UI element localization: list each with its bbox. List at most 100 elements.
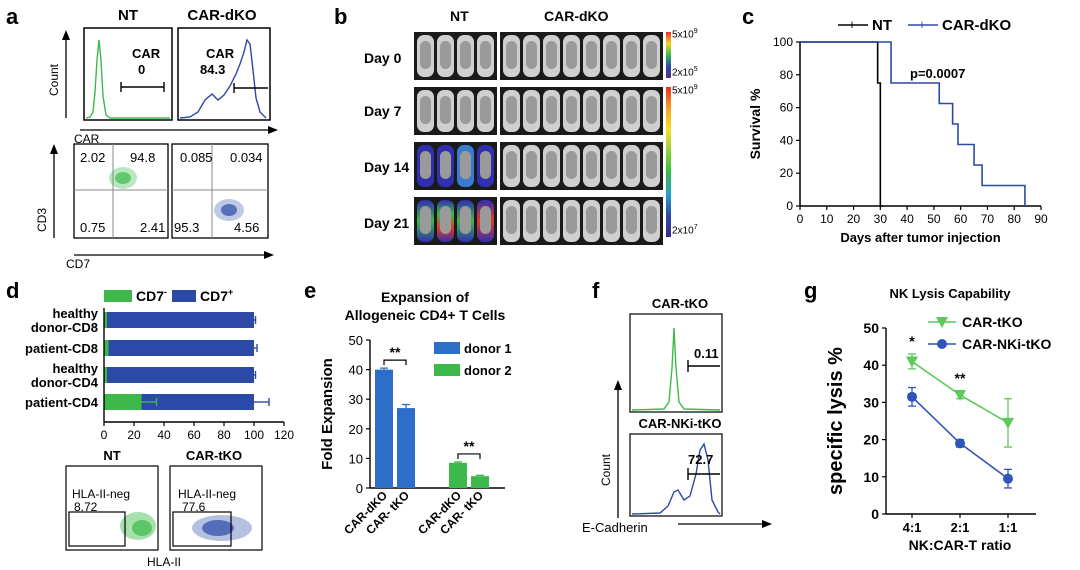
nt-gate-value: 0: [138, 62, 145, 77]
e-sig-bracket: [383, 359, 407, 366]
panel-b: NT CAR-dKO Day 0 Day 7 Day 14 Day 21: [332, 0, 698, 270]
g-legend-car-tko-marker: [936, 317, 948, 328]
g-legend-car-nki-tko-marker: [937, 339, 947, 349]
d-flow-car-value: 77.6: [182, 500, 206, 514]
e-sig-bracket: [457, 453, 481, 459]
panel-a-label: a: [6, 4, 19, 29]
panel-f: CAR-tKO 0.11 CAR-NKi-tKO 72.7 Count E-Ca…: [582, 296, 772, 535]
panel-e-label: e: [304, 278, 317, 303]
e-legend-donor1: donor 1: [464, 341, 512, 356]
g-marker-triangle: [1002, 417, 1014, 429]
c-xlabel: Days after tumor injection: [840, 230, 1000, 245]
e-legend-donor2-swatch: [434, 364, 460, 376]
d-flow-car-frame: [169, 465, 263, 551]
g-legend-car-nki-tko: CAR-NKi-tKO: [962, 336, 1052, 352]
d-legend-cd7pos-swatch: [172, 290, 196, 302]
d-x-tick-label: 20: [127, 428, 141, 442]
colorscale-2: [666, 87, 671, 237]
c-x-tick-label: 70: [981, 212, 995, 226]
nt-quad-ur: 94.8: [130, 150, 155, 165]
nt-quad-ll: 0.75: [80, 220, 105, 235]
day-label-1: Day 7: [364, 103, 402, 119]
f-top-title: CAR-tKO: [652, 296, 708, 311]
g-marker-circle: [1003, 473, 1013, 484]
c-x-tick-label: 80: [1008, 212, 1022, 226]
c-legend-car-marker: +: [918, 17, 926, 32]
d-bar-cd7pos: [107, 367, 254, 383]
c-series-line-car-dko: [800, 41, 1026, 206]
f-top-curve: [631, 327, 721, 411]
g-x-tick-label: 2:1: [951, 520, 970, 535]
nt-image-day7: [414, 87, 497, 135]
c-x-tick-label: 20: [847, 212, 861, 226]
car-histogram-curve: [179, 38, 267, 119]
nt-image-day14: [414, 142, 497, 190]
e-sig-label: **: [390, 344, 401, 360]
e-y-tick-label: 40: [349, 363, 363, 378]
c-ylabel: Survival %: [747, 88, 763, 159]
e-bar: [375, 369, 393, 488]
e-bar: [397, 408, 415, 488]
e-sig-label: **: [464, 438, 475, 454]
e-bar: [471, 476, 489, 488]
e-y-tick-label: 20: [349, 422, 363, 437]
g-x-tick-label: 4:1: [903, 520, 922, 535]
c-x-tick-label: 40: [900, 212, 914, 226]
scale2-bottom: 2x107: [672, 224, 698, 237]
f-y-arrowhead: [614, 380, 622, 390]
g-y-tick-label: 40: [863, 357, 879, 373]
nt-quad-ul: 2.02: [80, 150, 105, 165]
d-x-tick-label: 0: [101, 428, 108, 442]
d-legend-cd7pos: CD7+: [200, 287, 233, 304]
car-quad-ll: 95.3: [174, 220, 199, 235]
g-y-tick-label: 20: [863, 432, 879, 448]
f-bottom-title: CAR-NKi-tKO: [638, 416, 721, 431]
c-x-tick-label: 50: [927, 212, 941, 226]
c-x-tick-label: 60: [954, 212, 968, 226]
d-category-label: patient-CD4: [25, 395, 99, 410]
g-y-tick-label: 10: [863, 469, 879, 485]
d-category-label: healthy: [52, 306, 98, 321]
g-x-tick-label: 1:1: [999, 520, 1018, 535]
c-legend-nt-marker: +: [848, 17, 856, 32]
g-marker-circle: [955, 438, 965, 449]
d-flow-nt-title: NT: [103, 448, 120, 463]
g-marker-triangle: [954, 389, 966, 401]
e-title-line1: Expansion of: [381, 289, 469, 305]
d-bar-cd7neg: [104, 367, 107, 383]
d-legend-cd7neg: CD7-: [136, 287, 167, 304]
car-image-day14: [500, 142, 663, 190]
scale2-top: 5x109: [672, 84, 698, 97]
e-title-line2: Allogeneic CD4+ T Cells: [345, 307, 506, 323]
nt-histogram-frame: [83, 27, 173, 121]
car-image-day21: [500, 197, 663, 245]
f-top-value: 0.11: [694, 346, 719, 361]
d-category-label: donor-CD4: [31, 375, 99, 390]
f-x-arrowhead: [762, 520, 772, 528]
panel-g-label: g: [804, 278, 818, 303]
nt-image-day0: [414, 32, 497, 80]
panel-b-col-car: CAR-dKO: [544, 8, 609, 24]
d-x-tick-label: 80: [217, 428, 231, 442]
g-marker-circle: [907, 391, 917, 402]
e-legend-donor1-swatch: [434, 342, 460, 354]
d-flow-nt-value: 8.72: [74, 500, 98, 514]
d-x-tick-label: 40: [157, 428, 171, 442]
d-flow-nt-gate: [68, 511, 126, 547]
nt-gate-name: CAR: [132, 46, 161, 61]
car-histogram-frame: [177, 27, 271, 121]
f-ylabel: Count: [599, 453, 613, 486]
d-flow-xlabel: HLA-II: [147, 555, 181, 569]
c-pvalue: p=0.0007: [910, 66, 965, 81]
panel-a: NT CAR-dKO Count CAR CAR 0 CAR 84.3: [35, 7, 278, 271]
c-x-tick-label: 30: [874, 212, 888, 226]
d-bar-cd7neg: [104, 312, 107, 328]
car-quad-lr: 4.56: [234, 220, 259, 235]
d-flow-car-gate-name: HLA-II-neg: [178, 487, 236, 501]
g-y-tick-label: 30: [863, 394, 879, 410]
d-category-label: patient-CD8: [25, 341, 98, 356]
d-flow-car-title: CAR-tKO: [186, 448, 242, 463]
f-bottom-value: 72.7: [688, 452, 713, 467]
panel-b-col-nt: NT: [450, 8, 469, 24]
